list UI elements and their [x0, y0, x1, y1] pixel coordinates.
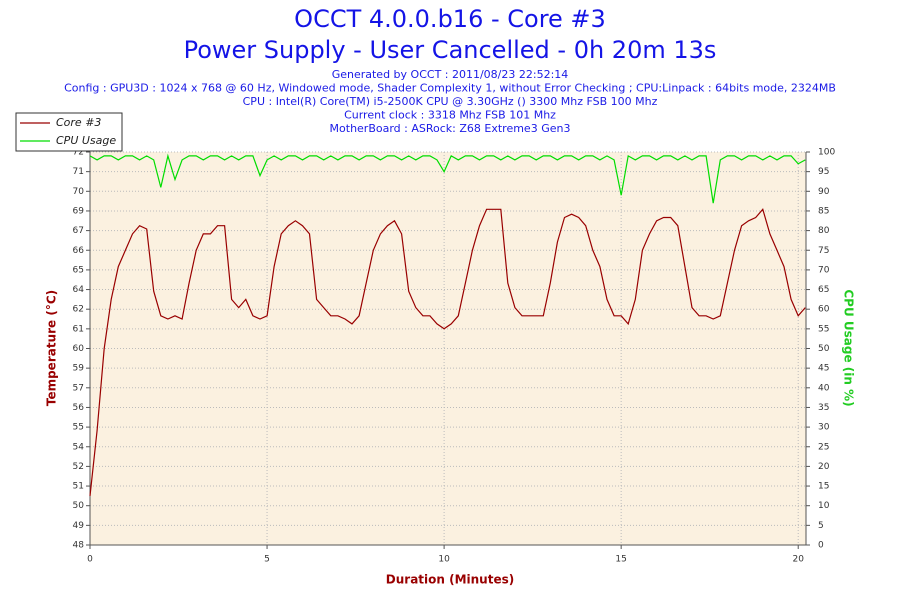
x-tick-label: 20 — [792, 555, 804, 565]
y-tick-label: 55 — [73, 423, 84, 433]
legend-label: Core #3 — [56, 116, 101, 129]
info-line: Current clock : 3318 Mhz FSB 101 Mhz — [344, 109, 556, 122]
y2-tick-label: 60 — [818, 305, 830, 315]
series-line — [89, 153, 806, 204]
y2-tick-label: 40 — [818, 383, 830, 393]
y-tick-label: 65 — [73, 265, 84, 275]
chart-title: OCCT 4.0.0.b16 - Core #3 — [294, 5, 606, 33]
y-tick-label: 69 — [73, 206, 85, 216]
y-tick-label: 66 — [73, 246, 85, 256]
y-axis-label: Temperature (°C) — [45, 290, 59, 406]
y2-tick-label: 90 — [818, 187, 830, 197]
y-tick-label: 67 — [73, 226, 84, 236]
x-tick-label: 0 — [87, 555, 93, 565]
y-tick-label: 49 — [73, 521, 85, 531]
y-tick-label: 52 — [73, 462, 84, 472]
y-tick-label: 54 — [73, 442, 85, 452]
y2-tick-label: 55 — [818, 324, 829, 334]
y-tick-label: 61 — [73, 324, 84, 334]
chart-subtitle: Power Supply - User Cancelled - 0h 20m 1… — [184, 36, 717, 64]
y2-tick-label: 10 — [818, 501, 830, 511]
info-line: Config : GPU3D : 1024 x 768 @ 60 Hz, Win… — [64, 82, 836, 95]
y-tick-label: 60 — [73, 344, 85, 354]
y2-tick-label: 25 — [818, 442, 829, 452]
y2-tick-label: 0 — [818, 541, 824, 551]
y2-tick-label: 35 — [818, 403, 829, 413]
y-tick-label: 71 — [73, 167, 84, 177]
y-tick-label: 62 — [73, 305, 84, 315]
y-tick-label: 72 — [73, 148, 84, 158]
y2-tick-label: 30 — [818, 423, 830, 433]
y2-tick-label: 100 — [818, 148, 835, 158]
y2-axis-label: CPU Usage (in %) — [842, 289, 856, 406]
y-tick-label: 50 — [73, 501, 85, 511]
x-tick-label: 5 — [264, 555, 270, 565]
y2-tick-label: 5 — [818, 521, 824, 531]
y2-tick-label: 20 — [818, 462, 830, 472]
y-tick-label: 48 — [73, 541, 85, 551]
legend-box — [15, 112, 123, 152]
y2-tick-label: 75 — [818, 246, 829, 256]
y2-tick-label: 85 — [818, 206, 829, 216]
y2-tick-label: 80 — [818, 226, 830, 236]
y-tick-label: 57 — [73, 383, 84, 393]
y-tick-label: 56 — [73, 403, 85, 413]
y-tick-label: 64 — [73, 285, 85, 295]
info-line: CPU : Intel(R) Core(TM) i5-2500K CPU @ 3… — [243, 95, 658, 108]
series-line — [89, 208, 806, 496]
y-tick-label: 59 — [73, 364, 85, 374]
x-axis-label: Duration (Minutes) — [386, 573, 514, 587]
y-tick-label: 51 — [73, 482, 84, 492]
y2-tick-label: 45 — [818, 364, 829, 374]
y2-tick-label: 70 — [818, 265, 830, 275]
y-tick-label: 70 — [73, 187, 85, 197]
y2-tick-label: 15 — [818, 482, 829, 492]
x-tick-label: 10 — [438, 555, 450, 565]
info-line: MotherBoard : ASRock: Z68 Extreme3 Gen3 — [330, 122, 571, 135]
y2-tick-label: 65 — [818, 285, 829, 295]
info-line: Generated by OCCT : 2011/08/23 22:52:14 — [332, 68, 569, 81]
y2-tick-label: 50 — [818, 344, 830, 354]
x-tick-label: 15 — [615, 555, 626, 565]
y2-tick-label: 95 — [818, 167, 829, 177]
legend-label: CPU Usage — [56, 134, 116, 147]
